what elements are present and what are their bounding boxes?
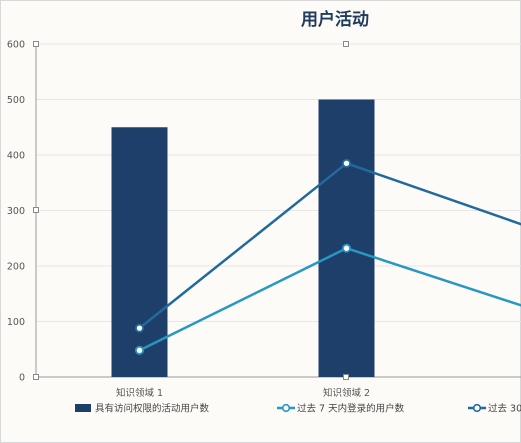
legend-swatch [75, 404, 91, 412]
x-tick-label: 知识领域 1 [116, 387, 163, 399]
data-point [134, 323, 144, 333]
y-tick-label: 0 [19, 373, 25, 384]
legend: 具有访问权限的活动用户数 过去 7 天内登录的用户数 过去 30 [75, 403, 521, 415]
legend-marker [281, 403, 291, 413]
y-tick-label: 500 [7, 95, 25, 106]
legend-label: 具有访问权限的活动用户数 [95, 403, 210, 415]
legend-label: 过去 7 天内登录的用户数 [297, 403, 405, 415]
selection-handle[interactable] [33, 374, 39, 380]
legend-label: 过去 30 [488, 403, 521, 415]
selection-handle[interactable] [33, 207, 39, 213]
bar-series [111, 99, 375, 377]
y-tick-label: 200 [7, 262, 25, 273]
y-tick-label: 300 [7, 206, 25, 217]
y-tick-label: 100 [7, 317, 25, 328]
selection-handles[interactable] [33, 41, 349, 380]
x-axis: 知识领域 1 知识领域 2 [116, 387, 370, 399]
legend-marker [472, 403, 482, 413]
data-point [341, 243, 351, 253]
selection-handle[interactable] [343, 374, 349, 380]
data-point [134, 345, 144, 355]
y-tick-label: 400 [7, 151, 25, 162]
y-tick-label: 600 [7, 40, 25, 51]
bar [111, 127, 168, 377]
data-point [341, 158, 351, 168]
selection-handle[interactable] [343, 41, 349, 47]
selection-handle[interactable] [33, 41, 39, 47]
line-series [134, 158, 521, 355]
bar [318, 99, 375, 377]
x-tick-label: 知识领域 2 [323, 387, 370, 399]
chart-title: 用户活动 [301, 9, 369, 30]
